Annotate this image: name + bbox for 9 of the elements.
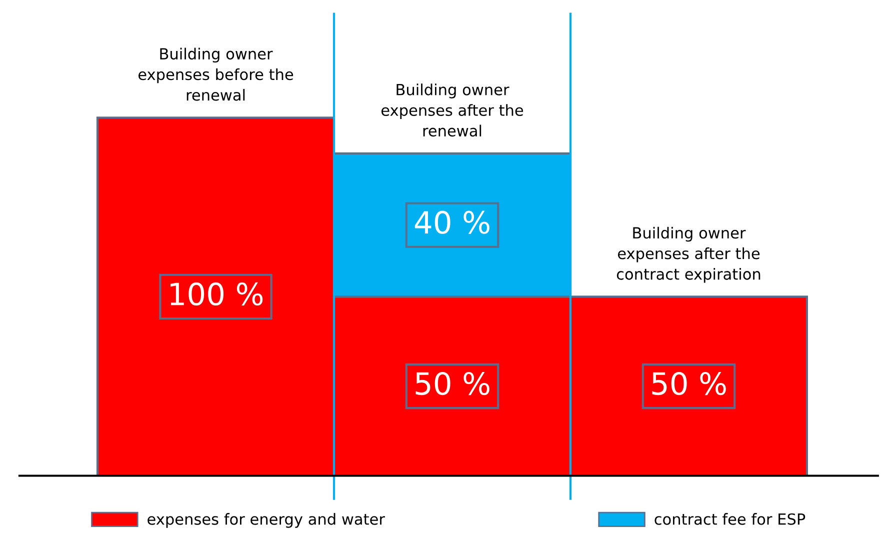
x-tick-label: Building owner expenses after the renewal [381,84,524,137]
data-label: 40 % [414,210,490,234]
data-label: 50 % [416,372,490,396]
data-label: 50 % [652,372,726,396]
legend-label: expenses for energy and water [148,513,385,528]
x-tick-label: Building owner expenses before the renewal [138,48,294,101]
data-label: 100 % [170,282,263,306]
x-tick-label: Building owner expenses after the contract expiration [616,226,760,283]
legend-label: contract fee for ESP [654,513,806,525]
